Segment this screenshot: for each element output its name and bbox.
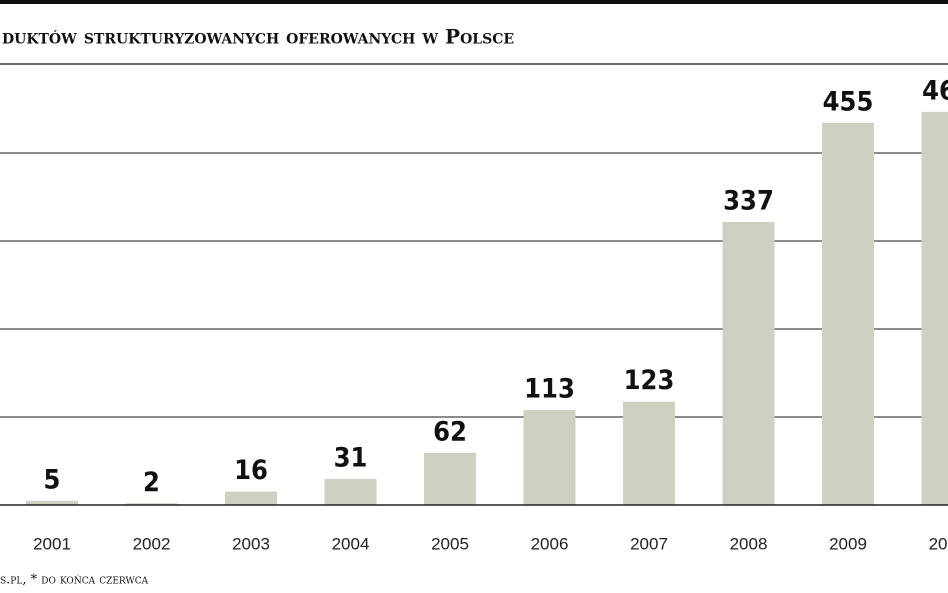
value-label: 337: [723, 185, 774, 216]
value-label: 16: [234, 455, 268, 486]
bar: [125, 503, 178, 505]
bar: [523, 410, 576, 505]
value-label: 5: [44, 464, 61, 495]
top-rule: [0, 0, 948, 4]
x-tick-label: 2010: [929, 534, 948, 553]
bar: [623, 401, 675, 505]
x-tick-label: 2007: [630, 534, 668, 553]
value-label: 31: [334, 442, 368, 473]
bar: [424, 452, 476, 505]
bar: [26, 500, 78, 505]
bar: [722, 221, 775, 506]
value-label: 113: [524, 374, 575, 405]
x-tick-label: 2001: [33, 534, 71, 553]
value-label: 123: [624, 365, 675, 396]
x-tick-label: 2003: [232, 534, 270, 553]
source-note: s.pl, * do końca czerwca: [0, 573, 149, 588]
x-tick-label: 2008: [730, 534, 768, 553]
x-tick-label: 2009: [829, 534, 867, 553]
value-label: 468: [922, 75, 948, 106]
chart-title: duktów strukturyzowanych oferowanych w P…: [2, 25, 514, 49]
value-label: 62: [433, 416, 467, 447]
x-tick-label: 2005: [431, 534, 469, 553]
bar: [822, 122, 874, 506]
bar: [324, 478, 377, 505]
value-label: 455: [823, 86, 874, 117]
x-tick-label: 2006: [531, 534, 569, 553]
x-tick-label: 2002: [133, 534, 171, 553]
value-label: 2: [143, 467, 160, 498]
bar: [225, 491, 277, 505]
bar: [921, 111, 948, 505]
x-tick-label: 2004: [332, 534, 370, 553]
